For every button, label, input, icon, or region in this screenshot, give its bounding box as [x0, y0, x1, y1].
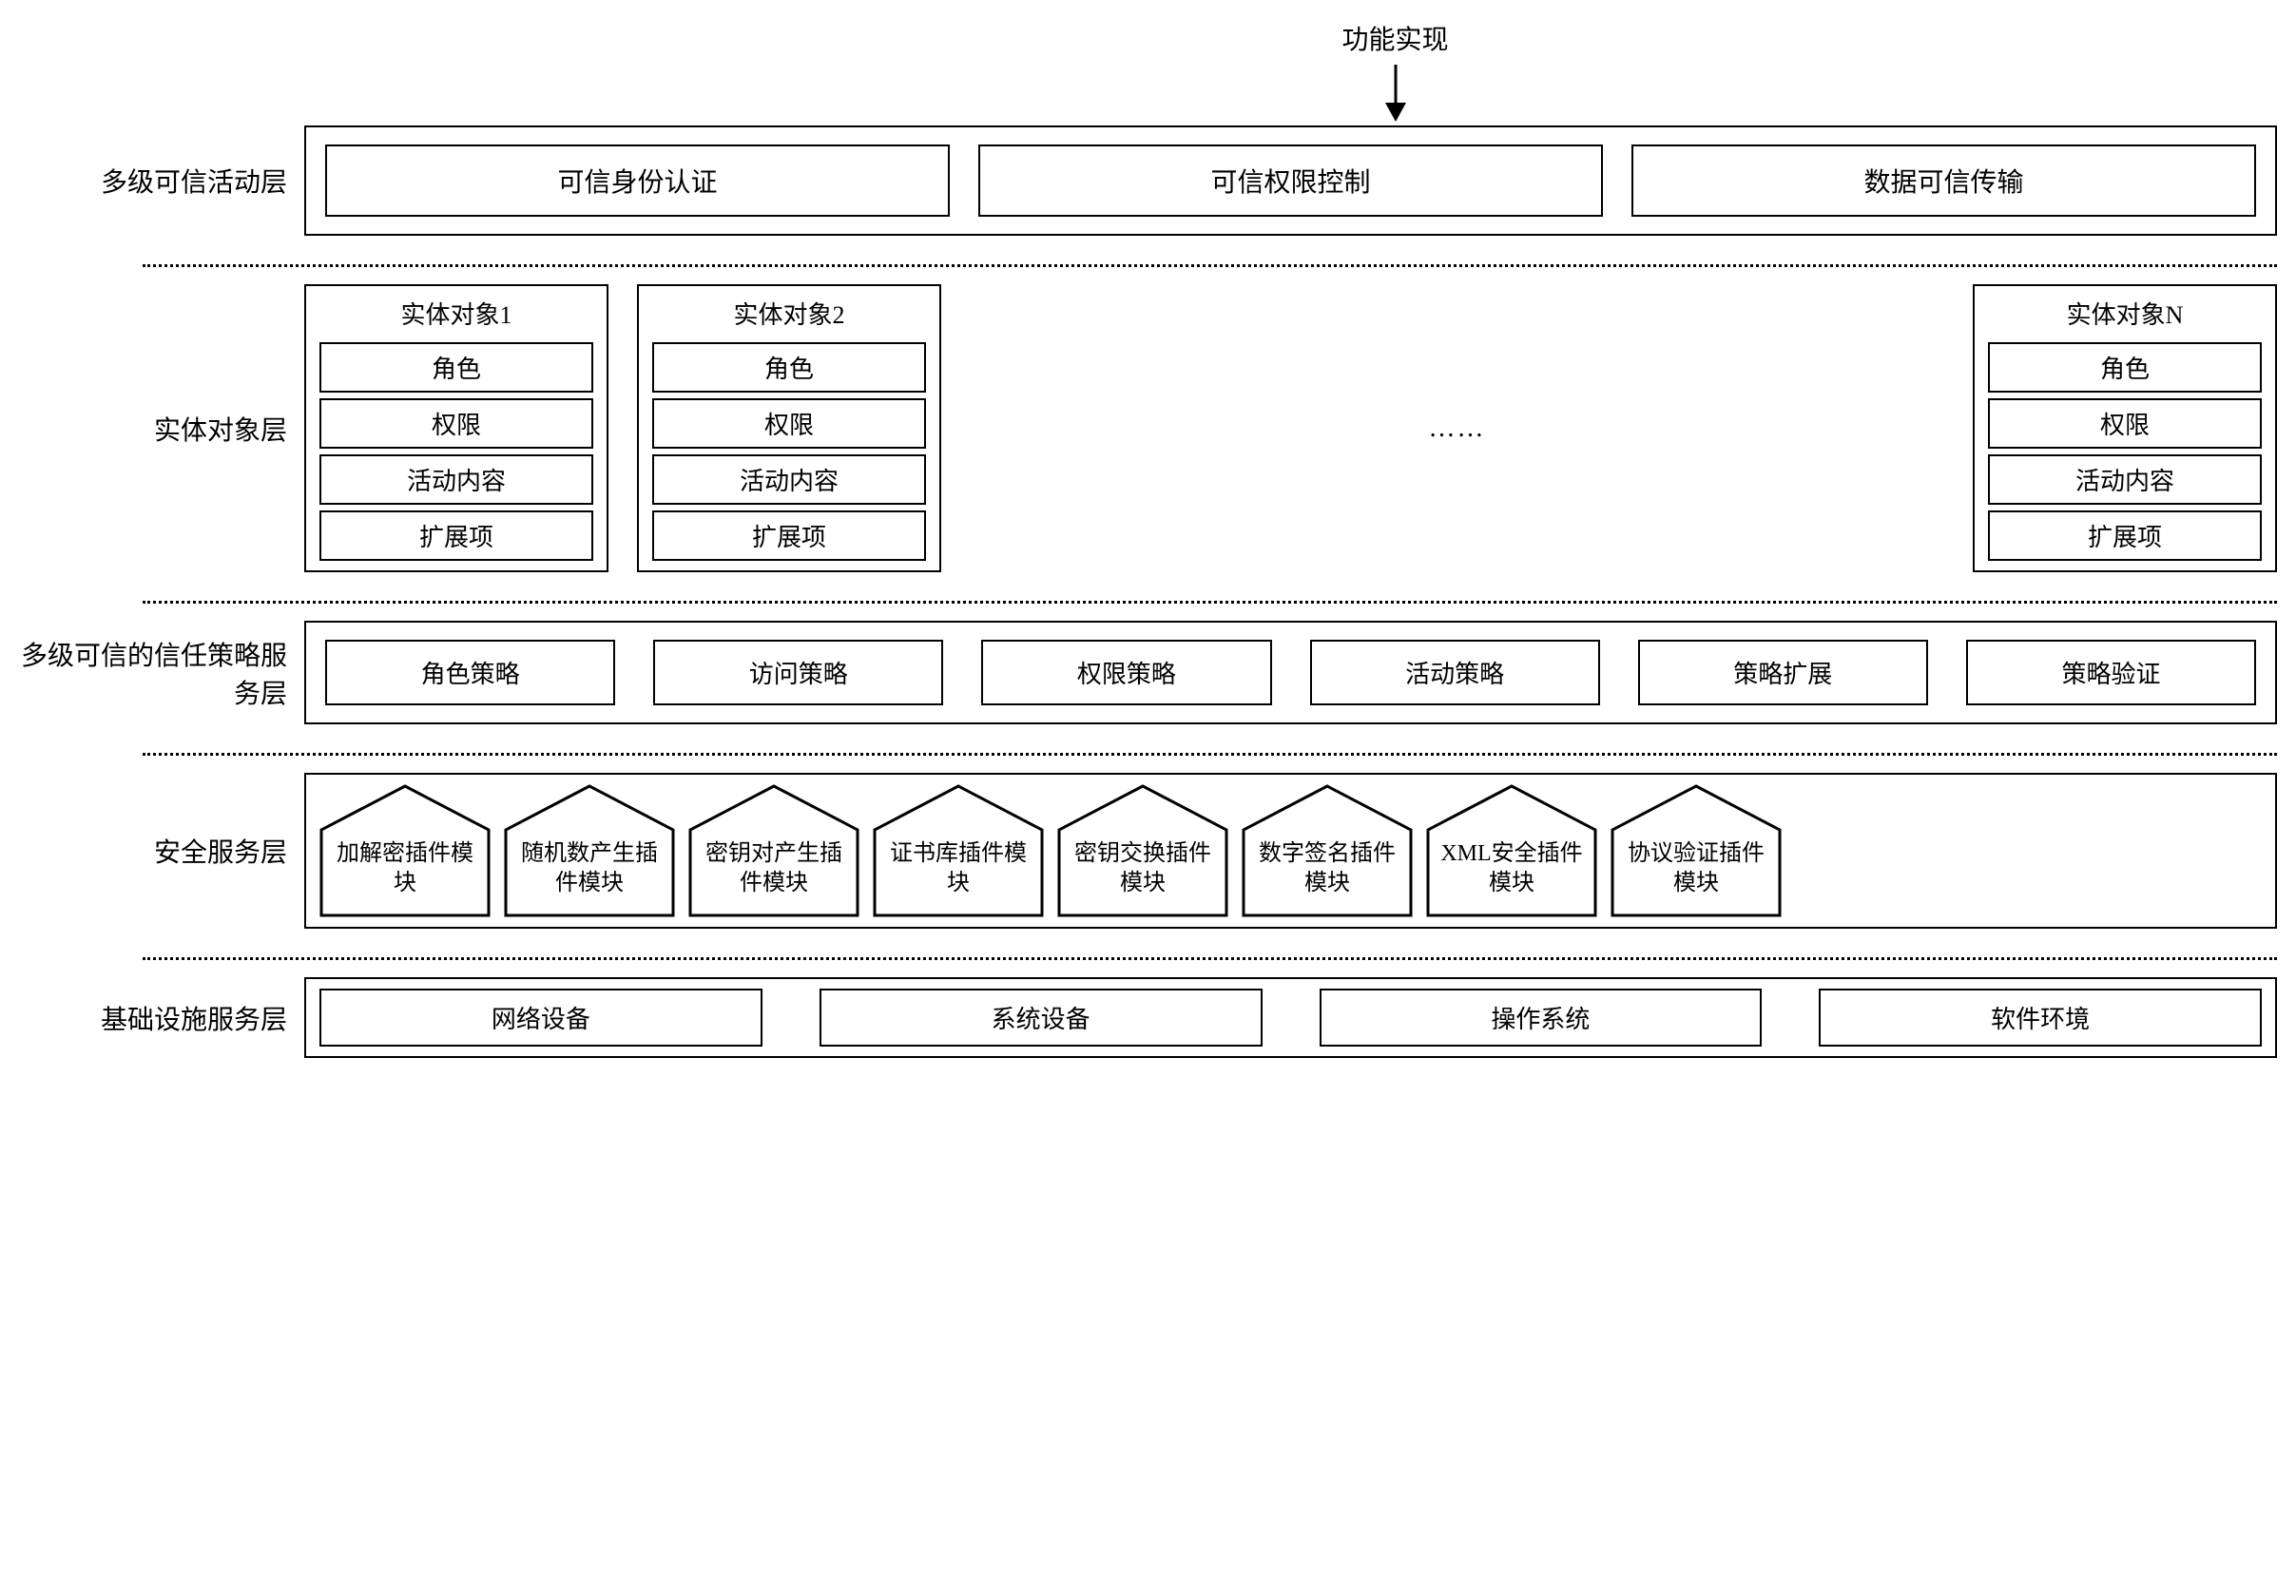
pentagon-label: 随机数产生插件模块 [504, 839, 675, 898]
layer-infra: 基础设施服务层 网络设备 系统设备 操作系统 软件环境 [19, 977, 2277, 1058]
layer-divider [143, 753, 2277, 756]
pentagon-module: 加解密插件模块 [319, 784, 491, 917]
pentagon-label: 密钥交换插件模块 [1057, 839, 1228, 898]
entity-item: 权限 [319, 398, 593, 449]
entity-item: 扩展项 [319, 510, 593, 561]
pentagon-label: 加解密插件模块 [319, 839, 491, 898]
pentagon-label: XML安全插件模块 [1426, 839, 1597, 898]
top-label: 功能实现 [513, 19, 2277, 57]
infra-box: 系统设备 [820, 989, 1263, 1047]
layer-label: 实体对象层 [19, 410, 304, 448]
layer-activity: 多级可信活动层 可信身份认证 可信权限控制 数据可信传输 [19, 125, 2277, 236]
activity-box: 可信身份认证 [325, 144, 950, 217]
pentagon-label: 证书库插件模块 [873, 839, 1044, 898]
entity-item: 权限 [1988, 398, 2262, 449]
activity-box: 可信权限控制 [978, 144, 1603, 217]
entity-row: 实体对象1 角色 权限 活动内容 扩展项 实体对象2 角色 权限 活动内容 扩展… [304, 284, 2277, 572]
layer-label: 多级可信的信任策略服务层 [19, 635, 304, 711]
entity-item: 角色 [1988, 342, 2262, 393]
entity-box: 实体对象1 角色 权限 活动内容 扩展项 [304, 284, 608, 572]
policy-box: 活动策略 [1310, 640, 1600, 705]
entity-item: 角色 [319, 342, 593, 393]
infra-box: 网络设备 [319, 989, 762, 1047]
policy-box: 策略验证 [1966, 640, 2256, 705]
policy-box: 角色策略 [325, 640, 615, 705]
entity-item: 权限 [652, 398, 926, 449]
layer-divider [143, 601, 2277, 604]
entity-item: 活动内容 [319, 454, 593, 505]
pentagon-module: XML安全插件模块 [1426, 784, 1597, 917]
policy-box: 访问策略 [653, 640, 943, 705]
pentagon-module: 随机数产生插件模块 [504, 784, 675, 917]
entity-box: 实体对象N 角色 权限 活动内容 扩展项 [1973, 284, 2277, 572]
pentagon-module: 证书库插件模块 [873, 784, 1044, 917]
entity-title: 实体对象2 [652, 292, 926, 337]
entity-item: 角色 [652, 342, 926, 393]
pentagon-module: 密钥对产生插件模块 [688, 784, 859, 917]
layer-label: 基础设施服务层 [19, 999, 304, 1037]
ellipsis: …… [1400, 413, 1515, 444]
architecture-diagram: 功能实现 多级可信活动层 可信身份认证 可信权限控制 数据可信传输 实体对象层 … [19, 19, 2277, 1069]
layer-divider [143, 264, 2277, 267]
pentagon-module: 数字签名插件模块 [1242, 784, 1413, 917]
layer-outer-box: 角色策略 访问策略 权限策略 活动策略 策略扩展 策略验证 [304, 621, 2277, 724]
pentagon-module: 密钥交换插件模块 [1057, 784, 1228, 917]
layer-security: 安全服务层 加解密插件模块 随机数产生插件模块 密钥对产生插件模块 证书库插件模… [19, 773, 2277, 929]
layer-outer-box: 可信身份认证 可信权限控制 数据可信传输 [304, 125, 2277, 236]
entity-item: 扩展项 [1988, 510, 2262, 561]
entity-box: 实体对象2 角色 权限 活动内容 扩展项 [637, 284, 941, 572]
layer-divider [143, 957, 2277, 960]
infra-box: 软件环境 [1819, 989, 2262, 1047]
layer-policy: 多级可信的信任策略服务层 角色策略 访问策略 权限策略 活动策略 策略扩展 策略… [19, 621, 2277, 724]
entity-title: 实体对象1 [319, 292, 593, 337]
pentagon-label: 协议验证插件模块 [1611, 839, 1782, 898]
layer-label: 多级可信活动层 [19, 162, 304, 200]
layer-entity: 实体对象层 实体对象1 角色 权限 活动内容 扩展项 实体对象2 角色 权限 活… [19, 284, 2277, 572]
pentagon-label: 数字签名插件模块 [1242, 839, 1413, 898]
infra-box: 操作系统 [1320, 989, 1763, 1047]
policy-box: 策略扩展 [1638, 640, 1928, 705]
entity-item: 活动内容 [652, 454, 926, 505]
activity-box: 数据可信传输 [1631, 144, 2256, 217]
layer-outer-box: 网络设备 系统设备 操作系统 软件环境 [304, 977, 2277, 1058]
layer-outer-box: 加解密插件模块 随机数产生插件模块 密钥对产生插件模块 证书库插件模块 密钥交换… [304, 773, 2277, 929]
pentagon-label: 密钥对产生插件模块 [688, 839, 859, 898]
arrow-down-icon [513, 65, 2277, 122]
policy-box: 权限策略 [981, 640, 1271, 705]
layer-label: 安全服务层 [19, 832, 304, 870]
entity-title: 实体对象N [1988, 292, 2262, 337]
pentagon-module: 协议验证插件模块 [1611, 784, 1782, 917]
entity-item: 活动内容 [1988, 454, 2262, 505]
entity-item: 扩展项 [652, 510, 926, 561]
